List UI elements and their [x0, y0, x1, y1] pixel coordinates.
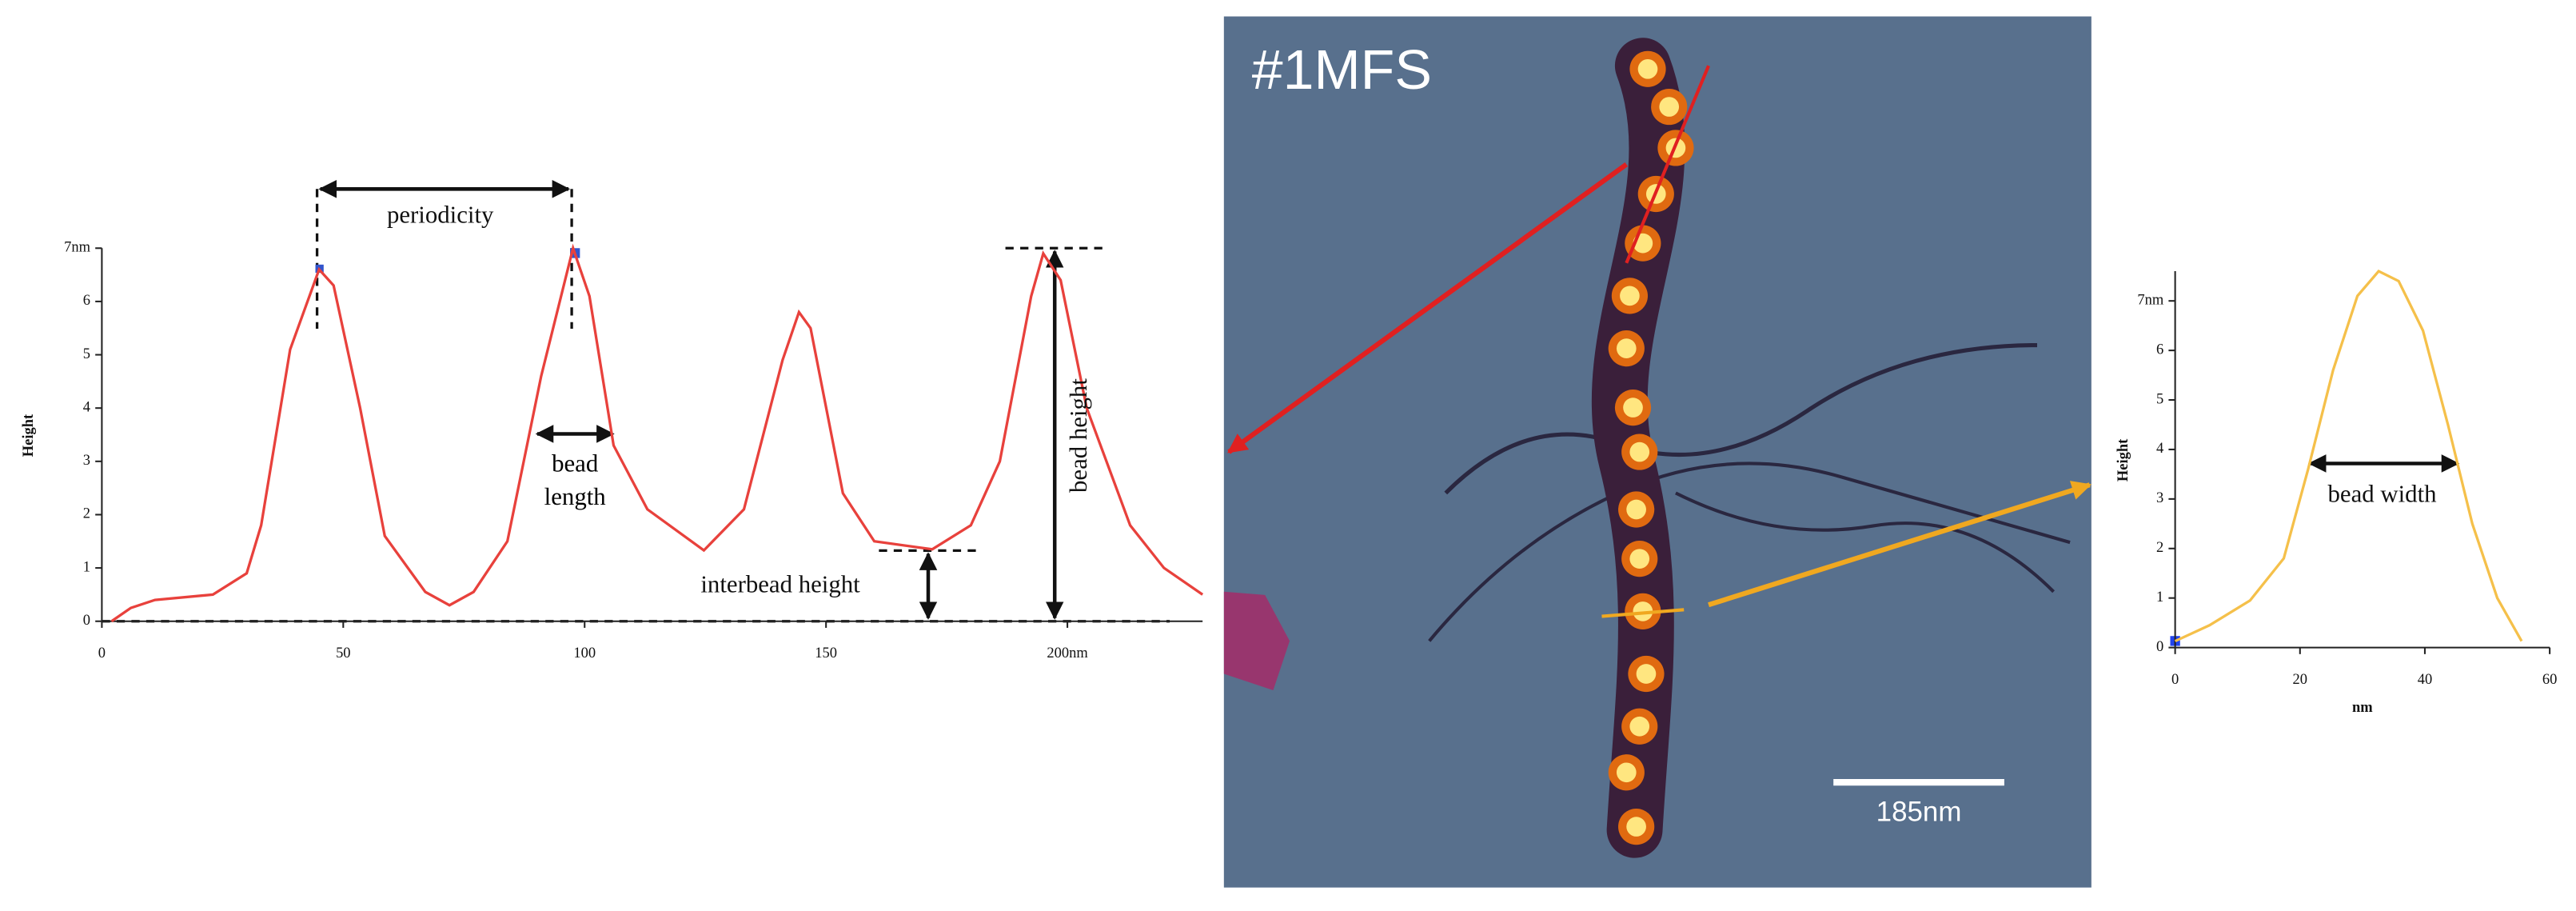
data-line: [110, 243, 1204, 623]
x-tick-label: 20: [2293, 671, 2307, 687]
y-tick-label: 6: [2156, 341, 2163, 357]
annotation: bead height: [1065, 378, 1092, 493]
y-tick-label: 4: [83, 398, 90, 414]
annotation: bead length: [544, 452, 606, 512]
profile-lines: [1227, 65, 2092, 618]
y-tick-label: 5: [83, 346, 90, 362]
y-tick-label: 7nm: [64, 239, 90, 255]
annotation: interbead height: [700, 571, 860, 598]
bead-core: [1626, 499, 1646, 520]
x-tick-label: 150: [815, 645, 837, 661]
y-axis-label: Height: [2115, 438, 2131, 481]
bead-core: [1636, 664, 1657, 684]
x-tick-label: 0: [98, 645, 106, 661]
y-tick-label: 3: [2156, 489, 2163, 505]
bead-core: [1620, 286, 1640, 306]
x-tick-label: 0: [2171, 671, 2179, 687]
y-tick-label: 0: [83, 612, 90, 628]
x-axis-label: nm: [2352, 699, 2373, 715]
x-tick-label: 50: [336, 645, 350, 661]
bead-core: [1626, 817, 1646, 837]
bead-core: [1623, 398, 1643, 418]
y-tick-label: 7nm: [2137, 291, 2163, 307]
annotation-box: bead length: [544, 452, 606, 512]
scale-bar-label: 185nm: [1876, 796, 1962, 827]
bead-core: [1616, 338, 1637, 358]
bead-core: [1616, 762, 1637, 783]
y-tick-label: 4: [2156, 440, 2163, 456]
bead-core: [1629, 442, 1650, 462]
bead-core: [1629, 716, 1650, 737]
x-tick-label: 60: [2542, 671, 2557, 687]
x-tick-label: 200nm: [1047, 645, 1088, 661]
y-tick-label: 3: [83, 452, 90, 468]
data-line: [2174, 270, 2523, 643]
y-tick-label: 6: [83, 292, 90, 308]
x-tick-label: 40: [2418, 671, 2432, 687]
y-tick-label: 1: [2156, 589, 2163, 605]
x-tick-label: 100: [573, 645, 596, 661]
y-tick-label: 0: [2156, 638, 2163, 654]
y-tick-label: 2: [83, 505, 90, 521]
y-tick-label: 1: [83, 558, 90, 574]
bead-core: [1629, 549, 1650, 569]
y-tick-label: 2: [2156, 539, 2163, 555]
annotation: bead width: [2327, 481, 2436, 508]
annotation: periodicity: [387, 201, 494, 228]
y-axis-label: Height: [20, 414, 36, 457]
bead-core: [1637, 58, 1658, 79]
bead-core: [1659, 97, 1680, 117]
afm-image: [1223, 16, 2092, 888]
image-label: #1MFS: [1252, 38, 1432, 101]
y-tick-label: 5: [2156, 390, 2163, 406]
